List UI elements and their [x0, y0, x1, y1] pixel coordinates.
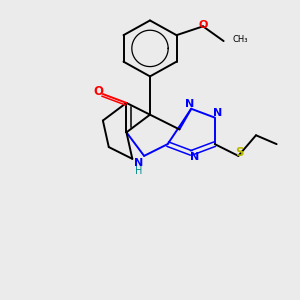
Text: O: O — [198, 20, 208, 30]
Text: CH₃: CH₃ — [232, 35, 248, 44]
Text: O: O — [94, 85, 103, 98]
Text: N: N — [213, 108, 222, 118]
Text: N: N — [134, 158, 143, 168]
Text: S: S — [236, 146, 244, 159]
Text: N: N — [190, 152, 199, 162]
Text: H: H — [134, 166, 142, 176]
Text: N: N — [185, 99, 194, 110]
